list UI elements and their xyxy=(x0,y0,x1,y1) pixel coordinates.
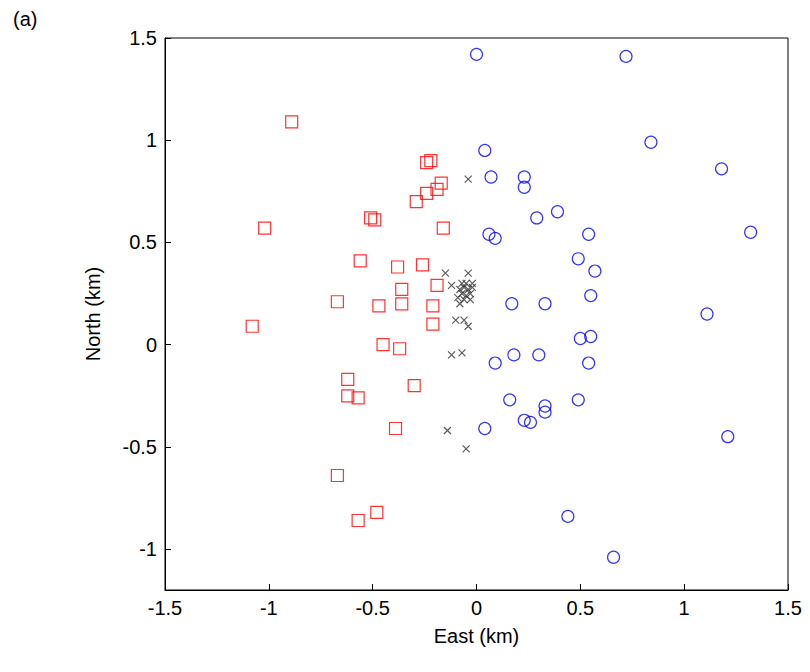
svg-text:-1.5: -1.5 xyxy=(148,597,182,619)
svg-text:-0.5: -0.5 xyxy=(355,597,389,619)
svg-text:East (km): East (km) xyxy=(434,625,520,647)
svg-text:0: 0 xyxy=(471,597,482,619)
svg-text:0.5: 0.5 xyxy=(566,597,594,619)
svg-text:-0.5: -0.5 xyxy=(123,436,157,458)
svg-text:1.5: 1.5 xyxy=(129,27,157,49)
svg-text:0.5: 0.5 xyxy=(129,231,157,253)
svg-text:1: 1 xyxy=(679,597,690,619)
svg-text:1: 1 xyxy=(146,129,157,151)
svg-text:0: 0 xyxy=(146,334,157,356)
svg-text:-1: -1 xyxy=(260,597,278,619)
svg-text:-1: -1 xyxy=(139,538,157,560)
svg-text:1.5: 1.5 xyxy=(774,597,802,619)
svg-text:(a): (a) xyxy=(13,8,37,30)
svg-text:North (km): North (km) xyxy=(82,267,104,361)
